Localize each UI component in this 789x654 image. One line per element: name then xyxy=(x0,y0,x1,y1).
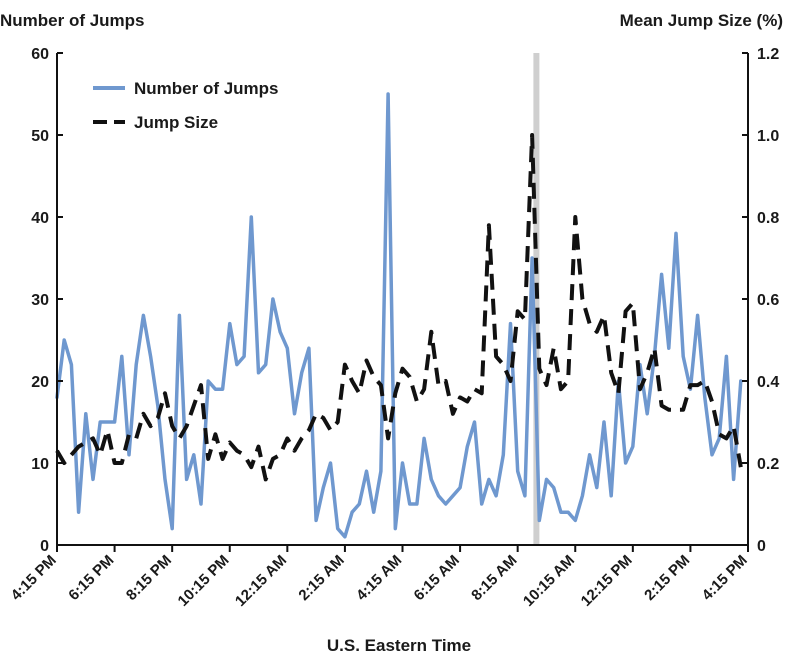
series-line-jumps xyxy=(55,92,743,539)
x-tick-label: 8:15 PM xyxy=(123,552,175,604)
right-tick-label: 0.4 xyxy=(757,374,779,391)
right-tick-label: 1.0 xyxy=(757,128,779,145)
x-tick-label: 12:15 PM xyxy=(578,552,636,610)
x-ticks: 4:15 PM 6:15 PM 8:15 PM 10:15 PM 12:15 AM 2:1… xyxy=(8,545,751,610)
x-tick-label: 6:15 AM xyxy=(411,552,463,604)
x-tick-label: 10:15 PM xyxy=(175,552,233,610)
left-axis-title: Number of Jumps xyxy=(0,11,145,30)
left-tick-label: 30 xyxy=(31,292,49,309)
right-tick-label: 0.6 xyxy=(757,292,779,309)
legend-label-jump-size: Jump Size xyxy=(134,113,218,132)
left-tick-label: 40 xyxy=(31,210,49,227)
x-axis-title: U.S. Eastern Time xyxy=(327,636,471,654)
x-tick-label: 2:15 PM xyxy=(641,552,693,604)
left-tick-label: 10 xyxy=(31,456,49,473)
x-tick-label: 10:15 AM xyxy=(520,552,578,610)
left-tick-label: 50 xyxy=(31,128,49,145)
highlight-band xyxy=(533,53,540,545)
x-tick-label: 6:15 PM xyxy=(65,552,117,604)
left-tick-label: 60 xyxy=(31,46,49,63)
x-tick-label: 4:15 PM xyxy=(699,552,751,604)
x-tick-label: 4:15 AM xyxy=(353,552,405,604)
series-lines xyxy=(55,92,743,539)
series-line-jump-size xyxy=(55,133,743,482)
x-tick-label: 8:15 AM xyxy=(468,552,520,604)
left-ticks: 0 10 20 30 40 50 60 xyxy=(31,46,63,555)
right-tick-label: 1.2 xyxy=(757,46,779,63)
x-tick-label: 4:15 PM xyxy=(8,552,60,604)
left-tick-label: 0 xyxy=(40,538,49,555)
right-tick-label: 0.2 xyxy=(757,456,779,473)
right-axis-title: Mean Jump Size (%) xyxy=(620,11,783,30)
x-tick-label: 12:15 AM xyxy=(232,552,290,610)
left-tick-label: 20 xyxy=(31,374,49,391)
right-tick-label: 0.8 xyxy=(757,210,779,227)
right-ticks: 0 0.2 0.4 0.6 0.8 1.0 1.2 xyxy=(742,46,779,555)
x-tick-label: 2:15 AM xyxy=(295,552,347,604)
legend: Number of Jumps Jump Size xyxy=(93,79,279,132)
legend-label-jumps: Number of Jumps xyxy=(134,79,279,98)
right-tick-label: 0 xyxy=(757,538,766,555)
